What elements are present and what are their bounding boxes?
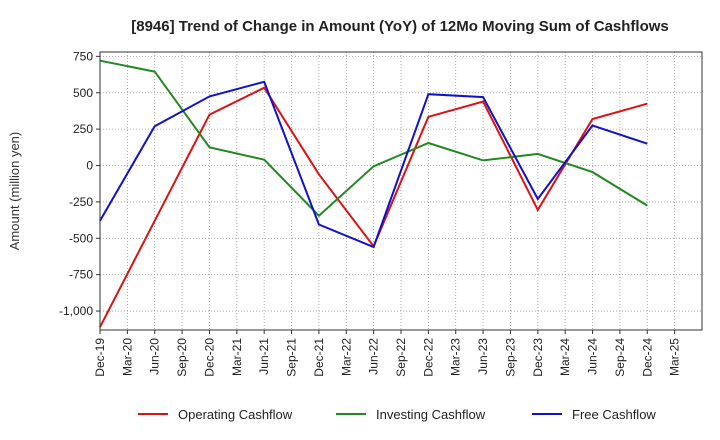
y-tick-label: 750 [73,49,93,63]
x-tick-label: Jun-23 [476,338,490,375]
x-tick-label: Dec-20 [202,338,216,377]
y-tick-label: 0 [86,159,93,173]
x-tick-label: Dec-23 [531,338,545,377]
x-tick-label: Dec-21 [312,338,326,377]
y-axis-ticks: 750 500 250 0 -250 -500 -750 -1,000 [59,49,100,318]
x-tick-label: Dec-19 [93,338,107,377]
y-tick-label: 500 [73,86,93,100]
x-tick-label: Dec-24 [640,338,654,377]
y-tick-label: 250 [73,122,93,136]
chart-title: [8946] Trend of Change in Amount (YoY) o… [131,18,669,35]
investing-cashflow-line [99,59,648,218]
x-tick-label: Jun-20 [148,338,162,375]
x-tick-label: Mar-25 [668,338,682,376]
x-tick-label: Sep-20 [175,338,189,377]
x-tick-label: Mar-22 [339,338,353,376]
x-tick-label: Sep-23 [503,338,517,377]
x-tick-label: Sep-21 [285,338,299,377]
x-tick-label: Mar-20 [120,338,134,376]
x-tick-label: Jun-21 [257,338,271,375]
x-axis-ticks: Dec-19 Mar-20 Jun-20 Sep-20 Dec-20 Mar-21 Jun-… [93,330,682,377]
series-lines [99,59,648,328]
x-tick-label: Jun-22 [367,338,381,375]
x-tick-label: Mar-23 [449,338,463,376]
x-tick-label: Jun-24 [586,338,600,375]
y-tick-label: -750 [69,268,93,282]
y-tick-label: -500 [69,231,93,245]
x-tick-label: Mar-24 [558,338,572,376]
legend-label-operating-cashflow: Operating Cashflow [178,407,293,422]
y-axis-label: Amount (million yen) [7,132,22,251]
legend: Operating Cashflow Investing Cashflow Free… [138,407,656,422]
y-tick-label: -1,000 [59,304,93,318]
x-tick-label: Dec-22 [421,338,435,377]
legend-label-free-cashflow: Free Cashflow [572,407,656,422]
legend-label-investing-cashflow: Investing Cashflow [376,407,486,422]
x-tick-label: Sep-24 [613,338,627,377]
x-tick-label: Sep-22 [394,338,408,377]
y-tick-label: -250 [69,195,93,209]
grid-lines [100,52,702,330]
plot-frame [99,51,703,331]
free-cashflow-line [99,80,648,249]
x-tick-label: Mar-21 [230,338,244,376]
